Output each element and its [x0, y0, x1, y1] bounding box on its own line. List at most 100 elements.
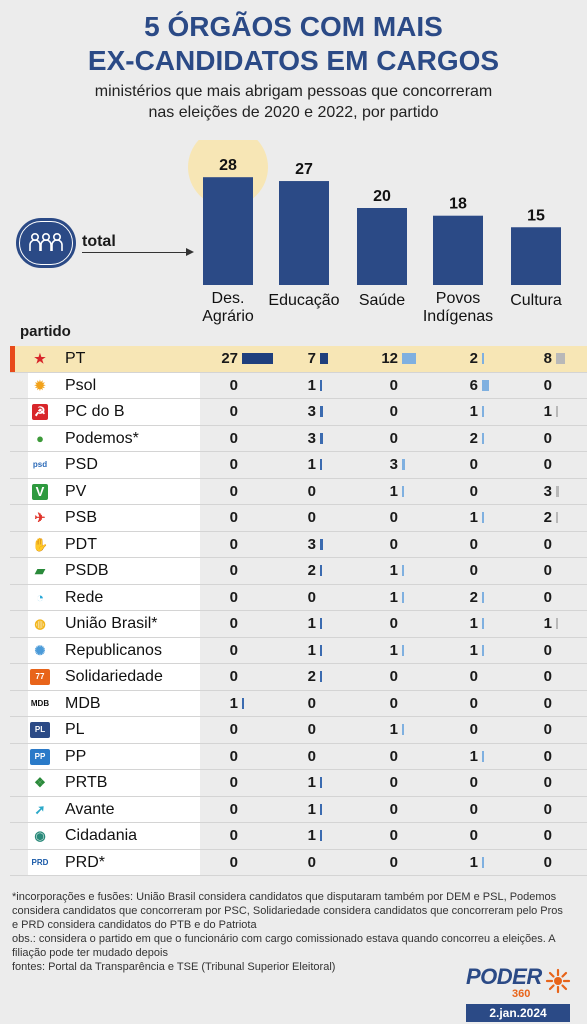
- mini-bar: [320, 406, 324, 417]
- value-cell: 2: [469, 429, 478, 447]
- value-cell: 0: [469, 668, 478, 685]
- brand-logo: PODER: [466, 964, 542, 989]
- value-cell: 0: [229, 429, 238, 447]
- pt-star-icon: ★: [34, 351, 46, 366]
- mdb-logo-icon: MDB: [30, 698, 50, 708]
- value-cell: 0: [389, 535, 398, 553]
- party-name-cell: [28, 664, 200, 690]
- value-cell: 0: [229, 562, 238, 579]
- psol-sun-icon: ✹: [34, 377, 46, 393]
- value-cell: 2: [469, 588, 478, 606]
- party-name: PP: [65, 747, 87, 765]
- value-cell: 8: [543, 350, 552, 367]
- value-cell: 0: [543, 376, 552, 394]
- value-cell: 1: [307, 641, 316, 659]
- mini-bar: [482, 591, 485, 603]
- table-row: 77 Solidariedade 0 2 0 0 0: [10, 664, 587, 691]
- republicanos-tree-icon: ✺: [34, 642, 46, 658]
- party-name: PSB: [65, 509, 98, 526]
- mini-bar: [556, 485, 560, 497]
- party-name-cell: [28, 770, 200, 796]
- value-cell: 1: [469, 853, 478, 871]
- value-cell: 0: [229, 403, 238, 420]
- party-name: Psol: [65, 376, 97, 394]
- party-name-cell: [28, 611, 200, 637]
- bar-4: [511, 227, 561, 285]
- table-row: ◍ União Brasil* 0 1 0 1 1: [10, 611, 587, 638]
- value-cell: 0: [307, 509, 316, 526]
- mini-bar: [320, 671, 323, 682]
- value-cell: 1: [469, 747, 478, 765]
- value-cell: 0: [389, 429, 398, 447]
- party-name-cell: [28, 452, 200, 478]
- total-arrow-line: [82, 252, 190, 253]
- party-name: Rede: [65, 588, 104, 606]
- party-name: Avante: [65, 800, 115, 818]
- value-cell: 0: [307, 482, 316, 500]
- mini-bar: [402, 565, 404, 576]
- value-cell: 0: [307, 853, 316, 871]
- psdb-toucan-icon: ▰: [35, 563, 45, 578]
- pdt-hand-icon: ✋: [32, 536, 49, 552]
- party-name: PC do B: [65, 403, 125, 420]
- mini-bar: [320, 379, 322, 391]
- mini-bar: [320, 353, 329, 364]
- value-cell: 0: [543, 747, 552, 765]
- value-cell: 0: [229, 800, 238, 818]
- table-row: ❖ PRTB 0 1 0 0 0: [10, 770, 587, 797]
- value-cell: 3: [307, 535, 316, 553]
- pv-logo-icon: V: [32, 483, 48, 500]
- table-row: PRD PRD* 0 0 0 1 0: [10, 849, 587, 876]
- value-cell: 0: [389, 694, 398, 712]
- mini-bar: [402, 644, 404, 656]
- value-cell: 0: [543, 456, 552, 473]
- value-cell: 1: [543, 615, 552, 632]
- cidadania-globe-icon: ◉: [34, 828, 46, 843]
- value-cell: 0: [469, 535, 478, 553]
- value-cell: 0: [389, 827, 398, 844]
- value-cell: 1: [389, 721, 398, 738]
- value-cell: 1: [469, 403, 478, 420]
- value-cell: 7: [307, 350, 316, 367]
- value-cell: 0: [229, 853, 238, 871]
- value-cell: 2: [543, 509, 552, 526]
- mini-bar: [482, 432, 485, 444]
- value-cell: 0: [389, 853, 398, 871]
- value-cell: 1: [389, 482, 398, 500]
- value-cell: 1: [389, 562, 398, 579]
- bar-chart: 28 27 20 18 15: [188, 140, 561, 285]
- value-cell: 2: [469, 350, 478, 367]
- mini-bar: [320, 432, 324, 444]
- value-cell: 1: [307, 800, 316, 818]
- value-cell: 0: [307, 721, 316, 738]
- party-name-cell: [28, 637, 200, 663]
- mini-bar: [556, 406, 558, 417]
- mini-bar: [482, 379, 489, 391]
- mini-bar: [320, 459, 322, 470]
- footer-note-incorporacoes: *incorporações e fusões: União Brasil co…: [12, 891, 563, 931]
- uniao-brasil-icon: ◍: [34, 616, 46, 631]
- podemos-leaf-icon: ●: [36, 430, 44, 446]
- psd-logo-icon: psd: [32, 460, 48, 469]
- category-label-3: Povos Indígenas: [422, 290, 494, 325]
- value-cell: 3: [543, 482, 552, 500]
- prd-logo-icon: PRD: [31, 857, 49, 867]
- brand-sub: 360: [512, 988, 531, 1000]
- value-cell: 0: [229, 535, 238, 553]
- value-cell: 0: [389, 747, 398, 765]
- value-cell: 0: [543, 694, 552, 712]
- value-cell: 0: [229, 747, 238, 765]
- mini-bar: [320, 565, 323, 576]
- party-name-cell: [28, 372, 200, 398]
- value-cell: 0: [543, 827, 552, 844]
- arrow-right-icon: [186, 248, 194, 256]
- value-cell: 0: [543, 562, 552, 579]
- party-name-cell: [28, 399, 200, 425]
- bar-1: [279, 181, 329, 285]
- table-row: psd PSD 0 1 3 0 0: [10, 452, 587, 479]
- party-name-cell: [28, 531, 200, 557]
- subtitle-line-1: ministérios que mais abrigam pessoas que…: [94, 83, 493, 100]
- value-cell: 0: [229, 668, 238, 685]
- bar-value-label-1: 27: [295, 161, 313, 178]
- value-cell: 1: [307, 456, 316, 473]
